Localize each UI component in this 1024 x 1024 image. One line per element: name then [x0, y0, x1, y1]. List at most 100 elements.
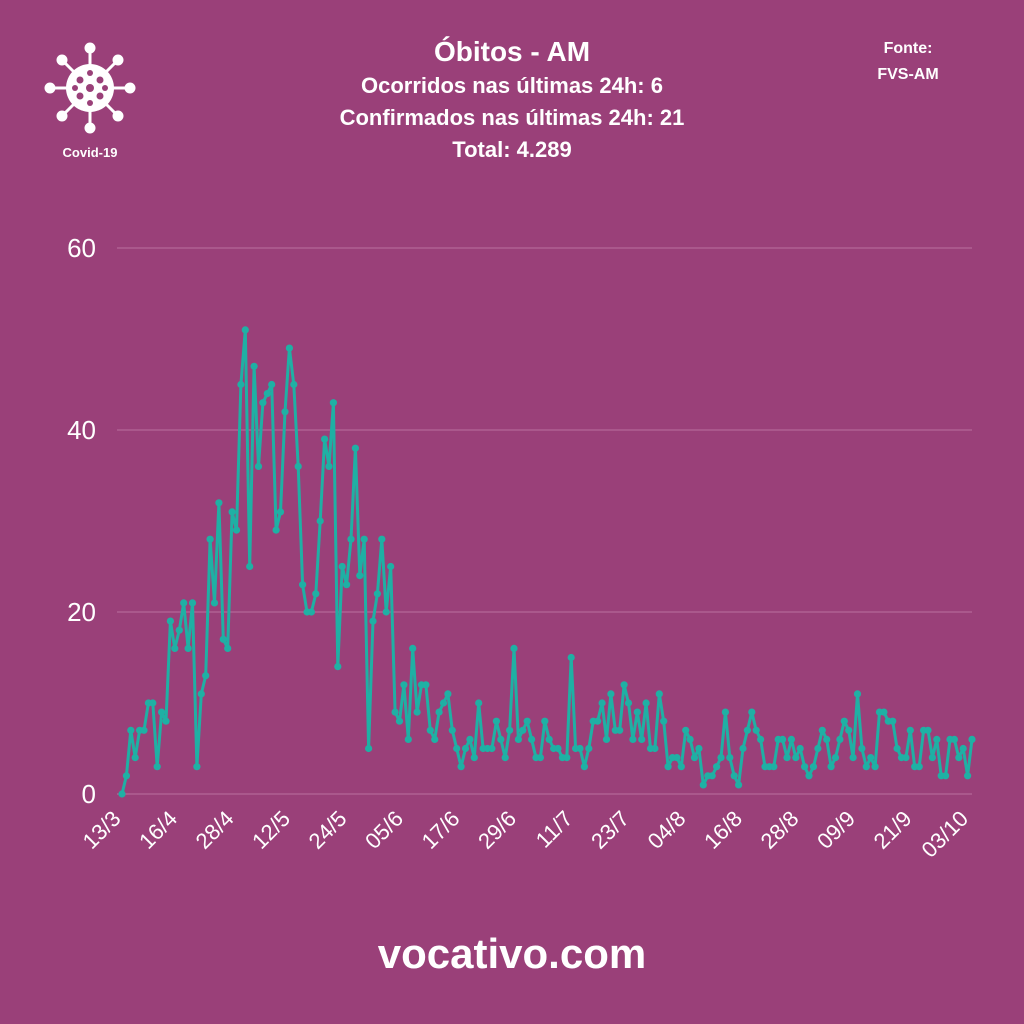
source-value: FVS-AM [877, 66, 939, 83]
data-point [254, 462, 263, 470]
data-point [563, 754, 571, 762]
data-point [673, 754, 681, 762]
data-point [871, 763, 879, 771]
data-point [184, 644, 192, 653]
data-point [721, 708, 730, 716]
data-point [391, 708, 399, 716]
y-tick-label: 20 [67, 597, 96, 627]
data-point [964, 772, 972, 780]
data-point [224, 644, 232, 653]
data-point [382, 608, 390, 616]
data-point [506, 726, 514, 734]
data-point [796, 744, 804, 753]
data-point [519, 726, 527, 734]
data-point [624, 699, 633, 707]
data-point [682, 726, 690, 734]
x-tick-label: 13/3 [78, 806, 126, 854]
data-point [677, 763, 685, 771]
data-point [118, 790, 126, 798]
data-point [699, 781, 707, 789]
x-axis-ticks: 13/3 16/4 28/4 12/5 24/5 05/6 17/6 29/6 11/7 23/7… [78, 806, 973, 863]
footer-site: vocativo.com [377, 930, 647, 977]
data-point [585, 744, 593, 753]
data-point [779, 735, 787, 744]
data-point [858, 744, 866, 753]
data-point [232, 526, 241, 534]
data-point [906, 726, 914, 734]
data-point [294, 462, 302, 470]
data-point [629, 735, 637, 744]
data-point [197, 690, 205, 698]
data-point [567, 653, 575, 662]
data-point [695, 744, 703, 753]
x-tick-label: 24/5 [304, 806, 352, 854]
data-point [545, 735, 553, 744]
x-tick-label: 17/6 [417, 806, 465, 854]
data-point [836, 735, 844, 744]
data-point [444, 690, 452, 698]
data-point [924, 726, 932, 734]
x-tick-label: 05/6 [360, 806, 408, 854]
data-point [312, 590, 320, 598]
data-point [246, 562, 254, 571]
data-point [743, 726, 752, 734]
data-point [770, 763, 778, 771]
data-point [325, 462, 333, 470]
data-point [950, 735, 959, 744]
data-point [739, 744, 747, 753]
data-point [805, 772, 813, 780]
data-point [933, 735, 941, 744]
data-point [840, 717, 848, 725]
data-point [285, 344, 293, 352]
data-point [347, 535, 355, 543]
data-point [435, 708, 443, 716]
data-point [814, 744, 822, 753]
chart-header: Óbitos - AM Ocorridos nas últimas 24h: 6… [212, 34, 812, 166]
y-tick-label: 60 [67, 233, 96, 263]
y-tick-label: 40 [67, 415, 96, 445]
data-point [378, 535, 386, 543]
data-point [554, 744, 562, 753]
x-tick-label: 03/10 [916, 806, 973, 863]
data-point [638, 735, 646, 744]
y-tick-label: 0 [82, 779, 96, 809]
data-point [466, 735, 474, 744]
data-point [250, 362, 258, 370]
deaths-last-24h: Ocorridos nas últimas 24h: 6 [361, 73, 663, 98]
data-point [792, 754, 800, 762]
data-point [241, 326, 249, 334]
data-point [827, 763, 835, 771]
data-point [541, 717, 549, 725]
x-tick-label: 28/4 [191, 806, 239, 854]
data-point [122, 772, 130, 780]
data-point [845, 726, 853, 734]
x-tick-label: 12/5 [247, 806, 295, 854]
source-label: Fonte: [883, 40, 933, 57]
data-point [726, 754, 734, 762]
data-point [488, 744, 496, 753]
data-point [149, 699, 157, 707]
data-point [259, 399, 267, 407]
data-point [642, 699, 650, 707]
data-point [708, 772, 716, 780]
data-point [752, 726, 760, 734]
data-point [492, 717, 500, 725]
data-point [655, 690, 663, 698]
logo-label: Covid-19 [62, 145, 118, 160]
data-point [713, 763, 721, 771]
data-point [968, 735, 976, 744]
data-point [140, 726, 148, 734]
x-tick-label: 29/6 [473, 806, 521, 854]
data-point [193, 763, 201, 771]
x-tick-label: 21/9 [869, 806, 917, 854]
data-point [620, 681, 628, 689]
data-point [959, 744, 967, 753]
data-point [867, 754, 875, 762]
data-point [735, 781, 743, 789]
data-point [501, 754, 509, 762]
data-point [448, 726, 456, 734]
data-point [686, 735, 694, 744]
data-point [387, 562, 395, 571]
data-point [651, 744, 659, 753]
